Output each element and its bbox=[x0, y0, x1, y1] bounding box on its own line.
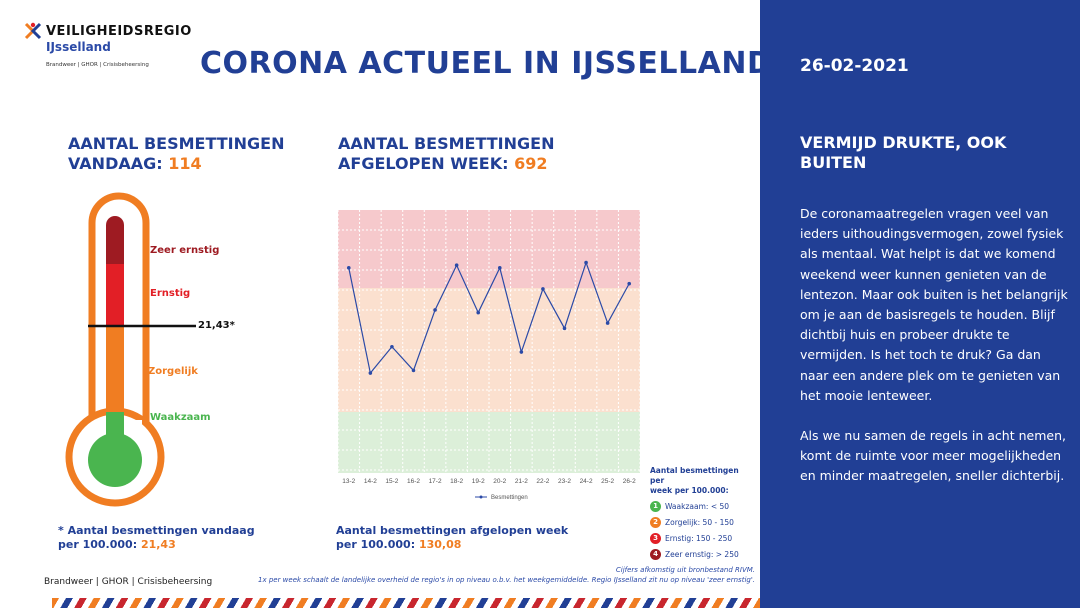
chart-band-1 bbox=[338, 210, 640, 288]
decorative-stripe bbox=[52, 598, 760, 608]
footer-note: 1x per week schaalt de landelijke overhe… bbox=[258, 576, 755, 584]
legend-item-label: Waakzaam: < 50 bbox=[665, 501, 730, 511]
legend-title-line1: Aantal besmettingen per bbox=[650, 466, 739, 485]
chart-point bbox=[497, 266, 502, 270]
chart-point bbox=[562, 326, 567, 331]
legend-item-label: Zorgelijk: 50 - 150 bbox=[665, 517, 734, 527]
chart-x-tick-label: 13-2 bbox=[342, 478, 355, 485]
chart-x-tick-label: 23-2 bbox=[558, 478, 571, 485]
chart-point bbox=[584, 260, 588, 265]
legend-item-label: Ernstig: 150 - 250 bbox=[665, 533, 733, 543]
zone-zeer-ernstig bbox=[106, 216, 124, 276]
today-note-line2: per 100.000: 21,43 bbox=[58, 538, 176, 551]
chart-point bbox=[519, 350, 524, 354]
zone-label-ernstig: Ernstig bbox=[150, 288, 191, 299]
chart-point bbox=[346, 266, 351, 270]
chart-legend-label: Besmettingen bbox=[491, 495, 528, 501]
week-note-line2: per 100.000: 130,08 bbox=[336, 538, 462, 551]
week-title-line1: AANTAL BESMETTINGEN bbox=[338, 134, 555, 153]
chart-x-tick-label: 19-2 bbox=[472, 478, 485, 485]
legend-number-icon: 4 bbox=[650, 548, 661, 560]
chart-point bbox=[605, 321, 610, 325]
chart-point bbox=[411, 368, 416, 373]
level-legend: Aantal besmettingen per week per 100.000… bbox=[650, 466, 755, 560]
footer-source-note: Cijfers afkomstig uit bronbestand RIVM. … bbox=[200, 565, 755, 585]
week-count: 692 bbox=[514, 154, 548, 173]
today-title-line1: AANTAL BESMETTINGEN bbox=[68, 134, 285, 153]
org-tagline: Brandweer | GHOR | Crisisbeheersing bbox=[46, 62, 149, 68]
chart-point bbox=[476, 310, 481, 315]
chart-point bbox=[627, 281, 632, 286]
org-name: VEILIGHEIDSREGIO bbox=[46, 24, 192, 39]
thermometer-bulb bbox=[88, 433, 142, 487]
today-note-value: 21,43 bbox=[140, 538, 176, 551]
legend-item: 4 Zeer ernstig: > 250 bbox=[650, 548, 755, 560]
legend-number-icon: 2 bbox=[650, 516, 661, 528]
chart-x-tick-label: 26-2 bbox=[623, 478, 636, 485]
zone-zorgelijk bbox=[106, 326, 124, 414]
chart-point bbox=[390, 344, 394, 349]
zone-label-zeer-ernstig: Zeer ernstig bbox=[150, 245, 220, 256]
legend-item: 3 Ernstig: 150 - 250 bbox=[650, 532, 755, 544]
org-region: IJsselland bbox=[46, 40, 111, 54]
week-title-line2: AFGELOPEN WEEK: 692 bbox=[338, 154, 548, 173]
chart-x-tick-label: 17-2 bbox=[429, 478, 442, 485]
chart-x-tick-label: 21-2 bbox=[515, 478, 528, 485]
legend-item: 1 Waakzaam: < 50 bbox=[650, 500, 755, 512]
chart-x-tick-label: 20-2 bbox=[493, 478, 506, 485]
page-title: CORONA ACTUEEL IN IJSSELLAND bbox=[200, 46, 773, 81]
legend-number-icon: 3 bbox=[650, 532, 661, 544]
today-note-line1: * Aantal besmettingen vandaag bbox=[58, 524, 255, 537]
chart-point bbox=[454, 263, 459, 268]
report-date: 26-02-2021 bbox=[800, 56, 909, 76]
info-panel: 26-02-2021 VERMIJD DRUKTE, OOK BUITEN De… bbox=[760, 0, 1080, 608]
zone-ernstig bbox=[106, 264, 124, 326]
week-note: Aantal besmettingen afgelopen week per 1… bbox=[336, 524, 568, 552]
chart-x-tick-label: 18-2 bbox=[450, 478, 463, 485]
chart-point bbox=[433, 308, 437, 312]
legend-item-label: Zeer ernstig: > 250 bbox=[665, 549, 739, 559]
chart-series-line bbox=[348, 260, 630, 375]
week-note-value: 130,08 bbox=[418, 538, 462, 551]
zone-label-zorgelijk: Zorgelijk bbox=[148, 366, 198, 377]
thermometer-gauge bbox=[65, 192, 196, 507]
footer-org: Brandweer | GHOR | Crisisbeheersing bbox=[44, 577, 213, 587]
footer-source: Cijfers afkomstig uit bronbestand RIVM. bbox=[615, 566, 755, 574]
chart-x-tick-label: 14-2 bbox=[364, 478, 377, 485]
week-note-line1: Aantal besmettingen afgelopen week bbox=[336, 524, 569, 537]
today-title-line2: VANDAAG: 114 bbox=[68, 154, 202, 173]
today-title: AANTAL BESMETTINGEN VANDAAG: 114 bbox=[68, 134, 284, 174]
chart-point bbox=[368, 371, 373, 375]
today-note: * Aantal besmettingen vandaag per 100.00… bbox=[58, 524, 255, 552]
chart-x-tick-label: 15-2 bbox=[385, 478, 398, 485]
panel-paragraph-1: De coronamaatregelen vragen veel van ied… bbox=[800, 206, 1068, 403]
legend-number-icon: 1 bbox=[650, 500, 661, 512]
chart-x-tick-label: 24-2 bbox=[580, 478, 593, 485]
panel-heading: VERMIJD DRUKTE, OOK BUITEN bbox=[800, 133, 1007, 172]
panel-paragraph-2: Als we nu samen de regels in acht nemen,… bbox=[800, 428, 1066, 484]
logo-icon bbox=[24, 22, 42, 40]
legend-title-line2: week per 100.000: bbox=[650, 486, 729, 495]
thermometer-marker-value: 21,43* bbox=[198, 320, 235, 331]
weekly-line-chart: 13-2 14-2 15-2 16-2 17-2 18-2 19-2 20-2 21-2 22-2… bbox=[337, 210, 641, 501]
chart-legend-marker bbox=[479, 495, 483, 499]
week-title: AANTAL BESMETTINGEN AFGELOPEN WEEK: 692 bbox=[338, 134, 554, 174]
panel-body: De coronamaatregelen vragen veel van ied… bbox=[800, 204, 1068, 507]
chart-x-tick-label: 22-2 bbox=[536, 478, 549, 485]
today-count: 114 bbox=[168, 154, 202, 173]
chart-x-tick-label: 16-2 bbox=[407, 478, 420, 485]
chart-point bbox=[541, 287, 545, 291]
zone-label-waakzaam: Waakzaam bbox=[150, 412, 211, 423]
legend-item: 2 Zorgelijk: 50 - 150 bbox=[650, 516, 755, 528]
chart-x-tick-label: 25-2 bbox=[601, 478, 614, 485]
